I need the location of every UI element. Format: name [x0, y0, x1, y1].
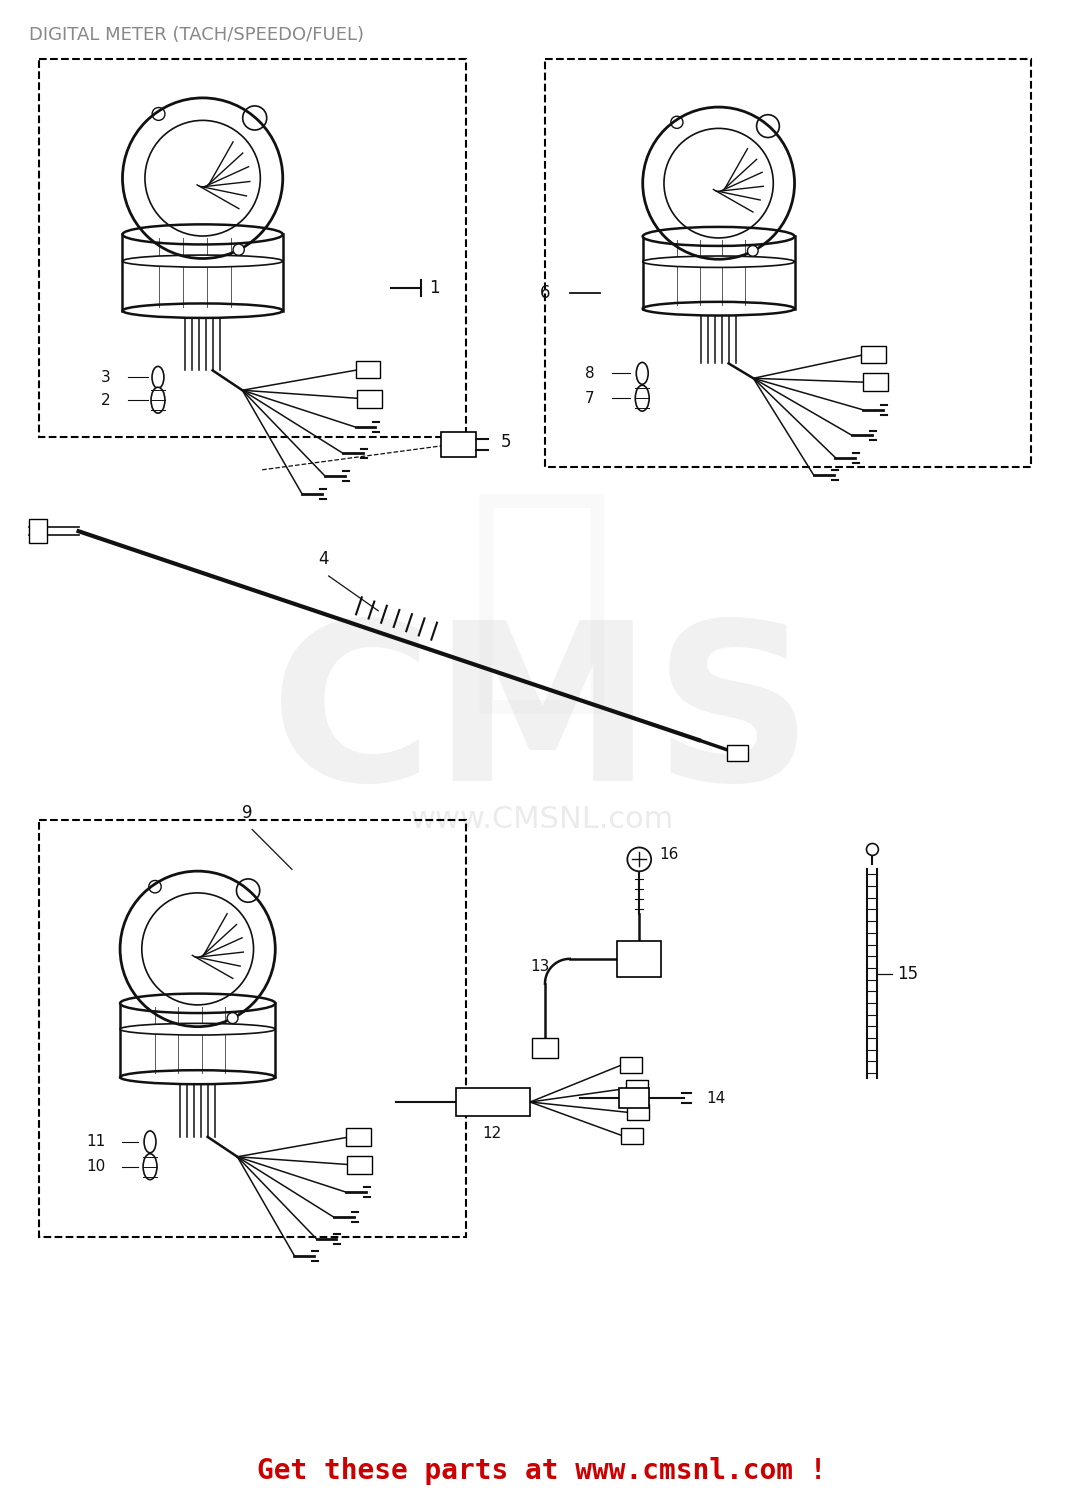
Bar [347, 1156, 372, 1173]
Ellipse shape [143, 1154, 157, 1179]
Circle shape [228, 1013, 238, 1023]
Bar [357, 390, 382, 408]
Bar [621, 1128, 643, 1144]
Ellipse shape [643, 302, 795, 315]
Text: 2: 2 [101, 393, 111, 408]
Ellipse shape [144, 1131, 156, 1154]
Text: 6: 6 [540, 284, 550, 302]
Ellipse shape [151, 387, 165, 412]
Ellipse shape [122, 255, 283, 267]
Ellipse shape [636, 363, 648, 384]
Bar [864, 374, 888, 392]
Text: 7: 7 [585, 390, 595, 405]
Ellipse shape [120, 993, 275, 1012]
Text: 5: 5 [501, 432, 511, 450]
Bar [29, 519, 47, 543]
Text: 3: 3 [101, 370, 111, 386]
Text: CMS: CMS [270, 614, 814, 827]
Text: 14: 14 [707, 1090, 726, 1106]
Text: 9: 9 [242, 804, 253, 822]
Text: 1: 1 [429, 279, 439, 297]
Circle shape [628, 847, 651, 871]
Circle shape [748, 246, 758, 256]
Bar [39, 58, 466, 436]
Ellipse shape [635, 386, 649, 411]
Bar [120, 1004, 275, 1077]
Text: Get these parts at www.cmsnl.com !: Get these parts at www.cmsnl.com ! [257, 1456, 827, 1485]
Bar [620, 1058, 642, 1072]
Ellipse shape [120, 1070, 275, 1084]
Text: 11: 11 [86, 1134, 105, 1149]
Bar [726, 746, 748, 760]
Text: 16: 16 [659, 847, 679, 862]
Text: DIGITAL METER (TACH/SPEEDO/FUEL): DIGITAL METER (TACH/SPEEDO/FUEL) [29, 26, 364, 44]
Bar [455, 1088, 530, 1116]
Text: 👾: 👾 [467, 480, 617, 722]
Bar [532, 1038, 558, 1059]
Circle shape [866, 843, 878, 855]
Text: 4: 4 [319, 550, 328, 568]
Bar [545, 58, 1031, 467]
Bar [356, 360, 380, 378]
Bar [627, 1104, 648, 1120]
Bar [346, 1128, 371, 1146]
Ellipse shape [122, 225, 283, 245]
Ellipse shape [122, 303, 283, 318]
Text: 12: 12 [482, 1126, 502, 1142]
Bar [861, 345, 886, 363]
Ellipse shape [643, 256, 795, 267]
Text: 8: 8 [585, 366, 595, 381]
Text: 10: 10 [86, 1160, 105, 1174]
Bar [39, 819, 466, 1238]
Bar [618, 940, 661, 976]
Bar [441, 432, 476, 456]
Text: www.CMSNL.com: www.CMSNL.com [411, 806, 673, 834]
Text: 13: 13 [530, 960, 550, 975]
Ellipse shape [120, 1023, 275, 1035]
Bar [627, 1080, 648, 1096]
Bar [643, 237, 795, 309]
Bar [122, 234, 283, 310]
Ellipse shape [152, 366, 164, 388]
Bar [619, 1088, 649, 1108]
Text: 15: 15 [898, 964, 918, 982]
Ellipse shape [643, 226, 795, 246]
Circle shape [233, 244, 244, 255]
